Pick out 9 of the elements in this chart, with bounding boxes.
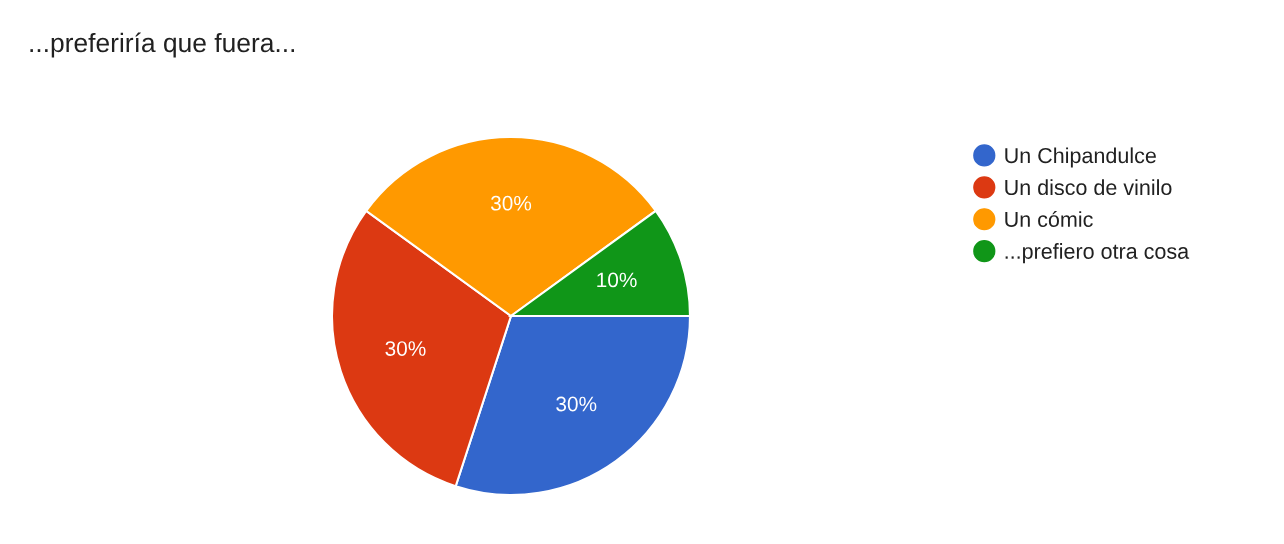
data-label: 30% <box>556 396 597 412</box>
legend-label: Un Chipandulce <box>1005 147 1156 168</box>
data-label: 10% <box>597 272 637 288</box>
legend-label: ...prefiero otra cosa <box>1005 243 1190 264</box>
data-label: 30% <box>490 195 532 211</box>
legend-label: Un cómic <box>1005 210 1093 227</box>
chart-title: ...preferiría que fuera... <box>30 32 295 58</box>
data-label: 30% <box>385 341 426 356</box>
legend-label: Un disco de vinilo <box>1005 179 1172 196</box>
